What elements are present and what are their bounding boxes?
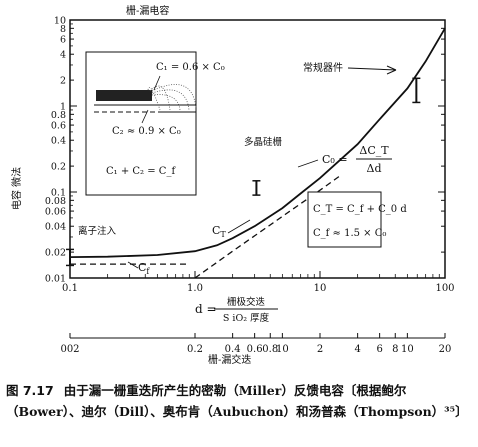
inset-c2-leader — [141, 109, 149, 124]
x-tick-label: 10 — [314, 283, 327, 294]
caption-text: 由于漏一栅重迭所产生的密勒（Miller）反馈电容〔根据鲍尔（Bower）、迪尔… — [6, 383, 468, 419]
y-tick-label: 0.2 — [51, 162, 66, 173]
range-label-ion-implant: 离子注入 — [78, 225, 117, 237]
y-axis-label: 电容 微法 — [10, 167, 23, 210]
inset-gate — [96, 90, 152, 101]
y-tick-label: 0.01 — [45, 274, 66, 285]
secondary-tick-label: 002 — [60, 344, 79, 355]
secondary-tick-label: 0.6 — [247, 344, 263, 355]
formula-cf: C_f ≈ 1.5 × C₀ — [313, 228, 386, 239]
inset-sum-label: C₁ + C₂ = C_f — [106, 166, 176, 177]
range-label-conventional: 常规器件 — [303, 61, 343, 74]
x-tick-label: 100 — [435, 283, 454, 294]
figure-number: 图 7.17 — [6, 383, 54, 398]
x-axis-label: d = 栅极交迭 S iO₂ 厚度 — [195, 296, 278, 324]
chart-title: 栅-漏电容 — [126, 4, 169, 17]
inset-field-line — [151, 89, 190, 111]
y-tick-label: 8 — [60, 24, 66, 35]
formula-box — [307, 191, 382, 248]
x-label-prefix: d = — [195, 302, 217, 316]
c0-leader — [297, 159, 319, 168]
axis-ticks: 0.1 1.0 10 1000.010.020.040.060.080.10.20.4… — [45, 16, 455, 295]
series-line-co — [194, 173, 343, 279]
secondary-tick-label: 10 — [276, 344, 289, 355]
series-leader-ct — [227, 219, 251, 234]
range-leader-arrow — [386, 65, 397, 71]
range-label-poly-gate: 多晶硅栅 — [244, 136, 283, 148]
secondary-axis-ticks: 002 0.2 0.4 0.6 0.810 2 4 6 8 10 20 — [60, 333, 451, 355]
inset-c2-label: C₂ ≈ 0.9 × C₀ — [112, 126, 181, 137]
figure-caption: 图 7.17 由于漏一栅重迭所产生的密勒（Miller）反馈电容〔根据鲍尔（Bow… — [6, 380, 472, 422]
y-tick-label: 0.02 — [45, 248, 66, 259]
secondary-tick-label: 2 — [317, 344, 323, 355]
secondary-tick-label: 6 — [376, 344, 382, 355]
secondary-tick-label: 4 — [354, 344, 360, 355]
y-tick-label: 0.8 — [51, 110, 66, 121]
y-tick-label: 10 — [54, 16, 66, 27]
y-tick-label: 0.08 — [45, 196, 66, 207]
c0-formula: C₀ = ΔC_T Δd — [297, 144, 392, 175]
x-label-denominator: S iO₂ 厚度 — [223, 312, 270, 324]
series-leader-cf — [127, 261, 139, 269]
c0-formula-num: ΔC_T — [359, 144, 389, 157]
x-tick-label: 1.0 — [187, 283, 203, 294]
inset-diagram: C₁ = 0.6 × C₀ C₂ ≈ 0.9 × C₀ C₁ + C₂ = C_… — [85, 51, 225, 196]
secondary-tick-label: 10 — [401, 344, 414, 355]
x-tick-label: 0.1 — [62, 283, 78, 294]
plot-frame — [69, 19, 446, 279]
range-leader-line — [347, 67, 397, 71]
y-tick-label: 0.6 — [51, 121, 66, 132]
y-tick-label: 6 — [60, 35, 66, 46]
series-label-ct-sub: T — [220, 230, 226, 239]
chart-figure: 0.1 1.0 10 1000.010.020.040.060.080.10.20.4… — [10, 4, 455, 366]
y-tick-label: 2 — [60, 76, 66, 87]
range-bars — [66, 77, 421, 267]
plot-area — [69, 19, 446, 279]
y-tick-label: 1 — [60, 102, 66, 113]
formula-total: C_T = C_f + C_0 d — [313, 204, 407, 215]
secondary-tick-label: 0.4 — [225, 344, 241, 355]
secondary-tick-label: 20 — [439, 344, 452, 355]
series-lines — [69, 27, 446, 279]
y-tick-label: 0.06 — [45, 207, 66, 218]
inset-frame — [85, 51, 197, 196]
inset-c1-leader — [153, 75, 161, 91]
x-label-numerator: 栅极交迭 — [227, 296, 266, 308]
c0-formula-den: Δd — [367, 162, 382, 175]
series-label-ct: CT — [212, 224, 226, 239]
series-label-cf: Cf — [138, 261, 150, 276]
y-tick-label: 4 — [60, 50, 66, 61]
inset-field-line — [151, 84, 197, 109]
inset-c1-label: C₁ = 0.6 × C₀ — [156, 62, 225, 73]
c0-formula-lhs: C₀ = — [322, 153, 348, 166]
inset-field-line — [151, 94, 181, 111]
range-leader-arrow — [386, 69, 397, 75]
secondary-tick-label: 8 — [392, 344, 398, 355]
secondary-tick-label: 0.2 — [187, 344, 203, 355]
series-label-cf-sub: f — [146, 267, 150, 276]
series-line-ct — [69, 27, 446, 258]
secondary-axis-label: 栅-漏交迭 — [208, 353, 251, 366]
y-tick-label: 0.04 — [45, 222, 66, 233]
y-tick-label: 0.4 — [51, 136, 66, 147]
secondary-tick-label: 0.8 — [262, 344, 278, 355]
y-tick-label: 0.1 — [51, 188, 66, 199]
